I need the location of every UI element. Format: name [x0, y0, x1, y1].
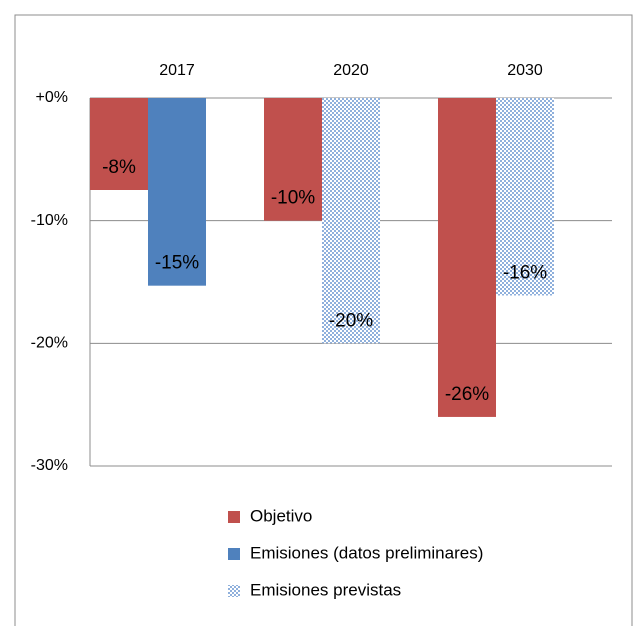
bar — [148, 98, 206, 286]
data-label: -16% — [503, 263, 547, 284]
x-tick-label: 2030 — [507, 62, 543, 79]
bar — [496, 98, 554, 296]
x-tick-label: 2017 — [159, 62, 195, 79]
legend-swatch — [228, 511, 240, 523]
y-tick-label: +0% — [36, 89, 68, 106]
legend-swatch — [228, 585, 240, 597]
y-tick-label: -10% — [31, 212, 68, 229]
legend-label: Objetivo — [250, 506, 312, 525]
bar — [438, 98, 496, 417]
data-label: -26% — [445, 384, 489, 405]
y-tick-label: -20% — [31, 335, 68, 352]
bar — [322, 98, 380, 344]
data-label: -8% — [102, 157, 136, 178]
y-tick-label: -30% — [31, 457, 68, 474]
data-label: -20% — [329, 310, 373, 331]
data-label: -15% — [155, 253, 199, 274]
bar — [264, 98, 322, 221]
x-tick-label: 2020 — [333, 62, 369, 79]
legend-swatch — [228, 548, 240, 560]
chart-border — [14, 14, 633, 626]
legend-label: Emisiones (datos preliminares) — [250, 543, 483, 562]
legend-label: Emisiones previstas — [250, 580, 401, 599]
bar — [90, 98, 148, 190]
data-label: -10% — [271, 188, 315, 209]
